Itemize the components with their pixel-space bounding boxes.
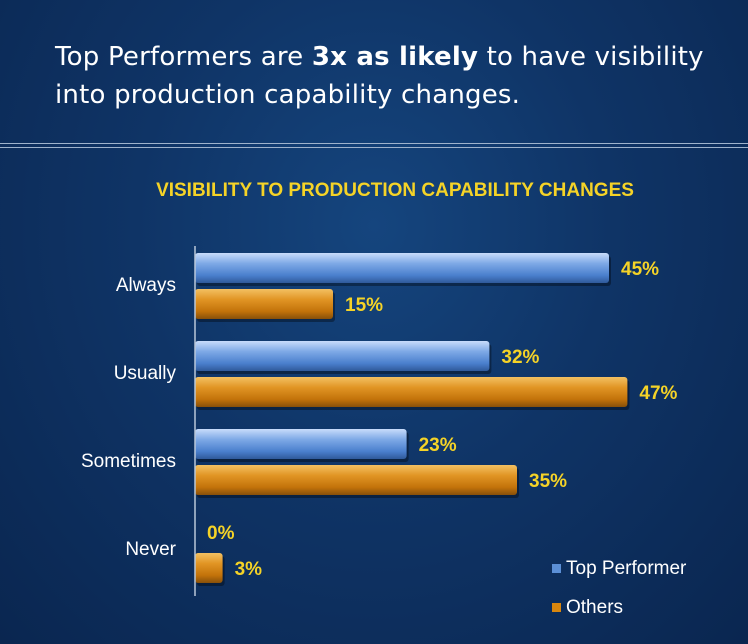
bar-usually-others xyxy=(195,377,628,407)
header-divider-bottom xyxy=(0,147,748,148)
bar-never-others xyxy=(195,553,223,583)
header-divider-top xyxy=(0,143,748,144)
value-label-usually-others: 47% xyxy=(639,383,677,404)
legend-label-top-performer: Top Performer xyxy=(566,558,687,579)
category-label-never: Never xyxy=(125,539,176,560)
category-label-sometimes: Sometimes xyxy=(81,451,176,472)
legend-swatch-others xyxy=(552,603,561,612)
category-label-always: Always xyxy=(116,275,176,296)
bar-always-others xyxy=(195,289,333,319)
value-label-never-others: 3% xyxy=(235,559,263,580)
value-label-sometimes-top-performer: 23% xyxy=(419,435,457,456)
legend-label-others: Others xyxy=(566,597,624,618)
bar-sometimes-others xyxy=(195,465,517,495)
value-label-never-top-performer: 0% xyxy=(207,523,235,544)
bar-always-top-performer xyxy=(195,253,609,283)
legend-item-top-performer: Top Performer xyxy=(552,558,686,580)
headline-lead: Top Performers are xyxy=(55,42,312,72)
value-label-usually-top-performer: 32% xyxy=(501,347,539,368)
value-label-sometimes-others: 35% xyxy=(529,471,567,492)
bar-usually-top-performer xyxy=(195,341,490,371)
headline-emphasis: 3x as likely xyxy=(311,42,479,72)
value-label-always-top-performer: 45% xyxy=(621,259,659,280)
chart-title: VISIBILITY TO PRODUCTION CAPABILITY CHAN… xyxy=(156,180,634,201)
bar-sometimes-top-performer xyxy=(195,429,407,459)
legend-item-others: Others xyxy=(552,597,623,619)
legend-swatch-top-performer xyxy=(552,564,561,573)
headline: Top Performers are 3x as likely to have … xyxy=(55,38,715,114)
headline-tail: to have visibility into production capab… xyxy=(55,42,704,110)
value-label-always-others: 15% xyxy=(345,295,383,316)
category-label-usually: Usually xyxy=(114,363,177,384)
